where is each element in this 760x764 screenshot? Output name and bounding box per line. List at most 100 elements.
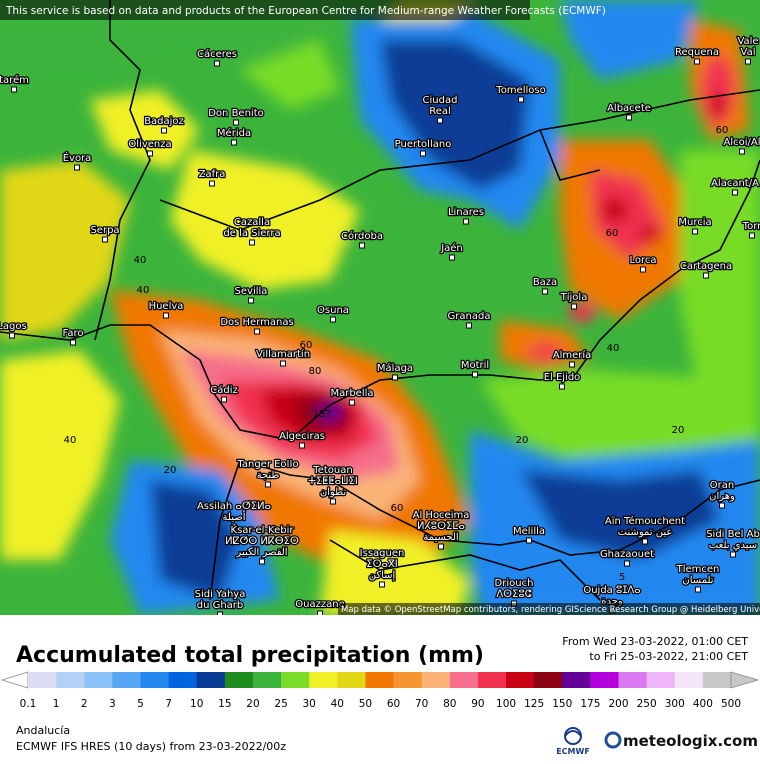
legend-label: 300 (665, 698, 685, 710)
city-label: طنجة (257, 470, 280, 481)
city-label: Tomelloso (495, 85, 545, 96)
city-label: Badajoz (144, 116, 184, 127)
brand: meteologix.com (623, 732, 758, 750)
city-marker (317, 610, 323, 615)
city-label: Puertollano (395, 139, 452, 150)
city-marker (221, 396, 227, 403)
legend-label: 90 (471, 698, 484, 710)
city-label: Al Hoceima (413, 510, 470, 521)
legend-label: 1 (53, 698, 60, 710)
legend-swatch (196, 672, 226, 688)
legend-label: 50 (359, 698, 372, 710)
city-marker (749, 232, 755, 239)
city-label: Málaga (377, 362, 413, 374)
city-label: Ksar-el-Kebir (231, 525, 295, 536)
legend-label: 150 (552, 698, 572, 710)
legend-swatch (84, 672, 113, 688)
city-marker (695, 586, 701, 593)
legend-swatch (393, 672, 423, 688)
legend-label: 100 (496, 698, 516, 710)
ecmwf-logo: ECMWF (556, 727, 590, 756)
city-label: tarém (0, 74, 29, 86)
legend-label: 0.1 (20, 698, 37, 710)
city-marker (463, 218, 469, 225)
city-label: القصر الكبير (235, 547, 287, 558)
city-label: تلمسان (682, 575, 713, 586)
legend-label: 3 (109, 698, 116, 710)
city-label: Baza (533, 277, 557, 288)
legend-arrow-low (0, 671, 29, 689)
city-label: Serpa (90, 225, 119, 236)
city-label: Real (429, 106, 451, 117)
city-marker (248, 297, 254, 304)
legend-swatch (365, 672, 395, 688)
city-label: الحسيمة (423, 532, 458, 543)
city-label: Tlemcen (676, 564, 720, 575)
city-label: Ghazaouet (600, 549, 654, 560)
contour-label: 80 (309, 366, 322, 377)
city-marker (70, 339, 76, 346)
city-label: Melilla (513, 526, 545, 537)
legend-swatch (309, 672, 338, 688)
legend-swatch (477, 672, 507, 688)
city-marker (265, 481, 271, 488)
city-marker (379, 581, 385, 588)
legend-swatch (168, 672, 198, 688)
city-marker (739, 148, 745, 155)
region: Andalucía (16, 724, 70, 737)
city-marker (209, 180, 215, 187)
city-label: Tetouan (312, 465, 352, 476)
city-label: Ouazzane (295, 599, 344, 610)
legend: 0.1 1 2 3 5 7 10 15 20 25 30 40 50 60 70 80 90 100 125 150 1… (0, 671, 760, 710)
city-label: Huelva (149, 301, 184, 312)
contour-label: 60 (716, 125, 729, 136)
legend-swatch (421, 672, 451, 688)
contour-label: 40 (137, 285, 150, 296)
legend-swatch (140, 672, 170, 688)
city-marker (163, 312, 169, 319)
city-label: أصيلة (223, 510, 246, 523)
legend-label: 200 (608, 698, 628, 710)
city-label: Algeciras (279, 431, 325, 442)
legend-label: 250 (637, 698, 657, 710)
contour-label: 5 (619, 572, 625, 583)
city-marker (626, 114, 632, 121)
city-marker (74, 164, 80, 171)
legend-swatch (534, 672, 563, 688)
city-marker (730, 551, 736, 558)
contour-label: 157 (312, 409, 331, 420)
legend-label: 10 (190, 698, 203, 710)
legend-swatch (590, 672, 620, 688)
city-marker (640, 266, 646, 273)
city-marker (642, 538, 648, 545)
city-label: تطوان (320, 487, 346, 498)
city-label: Granada (448, 311, 491, 322)
contour-label: 60 (391, 503, 404, 514)
legend-label: 25 (274, 698, 287, 710)
city-marker (349, 399, 355, 406)
contour-label: 40 (607, 343, 620, 354)
city-marker (526, 537, 532, 544)
city-marker (147, 150, 153, 157)
city-marker (102, 236, 108, 243)
ecmwf-text: ECMWF (556, 747, 590, 756)
city-marker (214, 60, 220, 67)
city-label: Lorca (629, 255, 656, 266)
city-label: Tanger EoIIo (236, 459, 298, 470)
city-marker (359, 242, 365, 249)
city-label: Lagos (0, 321, 27, 332)
city-label: ⵍⵃⵓⵙⵉⵎⴰ (417, 521, 465, 532)
legend-swatch (618, 672, 648, 688)
contour-labels: 40 60 80 157 40 20 60 40 60 60 20 20 5 40 (64, 125, 729, 583)
notice: This service is based on data and produc… (5, 5, 606, 17)
city-marker (249, 239, 255, 246)
city-label: Driouch (495, 578, 534, 589)
city-label: Almería (553, 349, 592, 361)
city-label: Motril (461, 360, 489, 371)
city-label: Torr (742, 221, 760, 232)
legend-label: 400 (693, 698, 713, 710)
legend-label: 7 (165, 698, 172, 710)
city-label: Murcia (678, 217, 711, 228)
city-label: وهران (709, 491, 735, 502)
